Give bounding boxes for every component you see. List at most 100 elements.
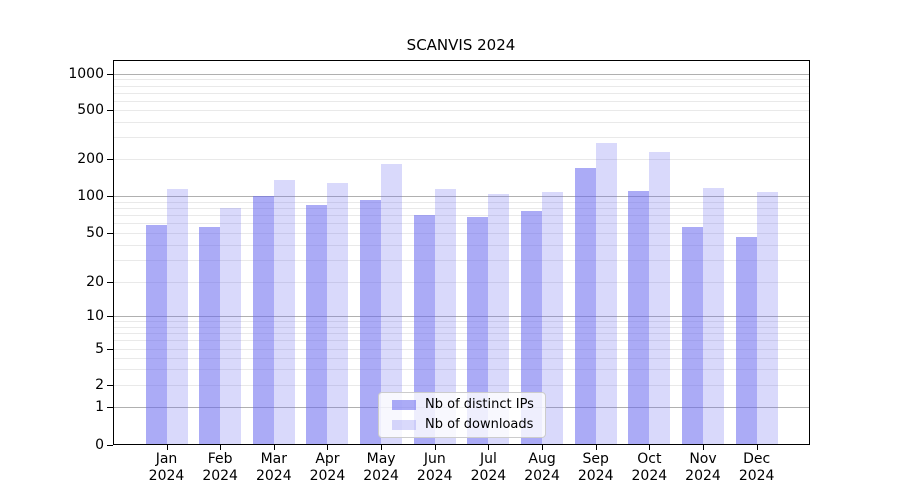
x-tick-mark [166, 445, 168, 450]
x-tick-label: Jan 2024 [135, 451, 199, 485]
y-tick-label: 1 [95, 399, 104, 415]
x-tick-label-year: 2024 [309, 468, 346, 484]
x-tick-mark [756, 445, 758, 450]
x-tick-label-year: 2024 [577, 468, 614, 484]
y-tick-label: 20 [86, 274, 104, 290]
bar-downloads-feb [220, 207, 242, 444]
bar-distinct-ips-dec [735, 237, 757, 444]
x-tick-label-year: 2024 [363, 468, 399, 484]
x-tick-label-month: May [366, 451, 396, 467]
x-tick-label-month: Jul [479, 451, 497, 467]
y-tick-label: 5 [95, 341, 104, 357]
x-tick-label-year: 2024 [470, 468, 507, 484]
y-tick-label: 10 [86, 308, 104, 324]
gridline-minor [114, 260, 809, 262]
bar-distinct-ips-aug [521, 210, 543, 444]
bar-downloads-jun [434, 189, 456, 444]
legend-item-distinct-ips: Nb of distinct IPs [392, 397, 534, 413]
gridline-minor [114, 110, 809, 111]
x-tick-label: Jul 2024 [456, 451, 520, 485]
gridline-minor [114, 201, 809, 203]
x-tick-label: May 2024 [349, 451, 413, 485]
x-tick-label-year: 2024 [255, 468, 292, 484]
x-tick-label: Dec 2024 [725, 451, 789, 485]
y-tick-label: 2 [95, 377, 104, 393]
plot-area [113, 60, 810, 445]
y-tick-label: 1000 [68, 66, 104, 82]
x-tick-label: Oct 2024 [617, 451, 681, 485]
gridline-minor [114, 385, 809, 386]
bar-distinct-ips-jul [467, 217, 489, 444]
x-tick-mark [542, 445, 544, 450]
x-tick-mark [595, 445, 597, 450]
gridline-minor [114, 85, 809, 87]
y-tick-label: 50 [86, 225, 104, 241]
legend-swatch-distinct-ips [392, 400, 416, 410]
bar-distinct-ips-may [360, 199, 382, 444]
x-tick-mark [649, 445, 651, 450]
x-tick-mark [220, 445, 222, 450]
y-tick-mark [107, 385, 113, 386]
legend-label-downloads: Nb of downloads [425, 417, 534, 432]
x-tick-label-month: Dec [743, 451, 771, 467]
gridline-minor [114, 92, 809, 94]
gridline-major [114, 74, 809, 75]
x-tick-label-year: 2024 [148, 468, 185, 484]
gridline-minor [114, 207, 809, 209]
bar-distinct-ips-apr [306, 205, 328, 444]
bar-downloads-nov [703, 187, 724, 444]
gridline-minor [114, 282, 809, 283]
x-tick-label-year: 2024 [738, 468, 775, 484]
bar-downloads-jul [488, 194, 510, 444]
x-tick-label-month: Mar [260, 451, 287, 467]
legend: Nb of distinct IPs Nb of downloads [378, 392, 546, 438]
y-tick-label: 500 [77, 102, 104, 118]
gridline-minor [114, 215, 809, 217]
gridline-minor [114, 321, 809, 323]
y-tick-mark [107, 316, 113, 317]
bar-distinct-ips-mar [252, 196, 274, 444]
y-tick-mark [107, 407, 113, 408]
bar-downloads-dec [756, 191, 778, 444]
x-tick-label-month: Apr [315, 451, 340, 467]
chart-title: SCANVIS 2024 [406, 36, 516, 54]
bar-distinct-ips-feb [199, 226, 221, 444]
y-tick-mark [107, 74, 113, 75]
x-tick-label-month: Sep [582, 451, 609, 467]
gridline-minor [114, 332, 809, 334]
bar-distinct-ips-oct [628, 190, 650, 444]
x-tick-label: Jun 2024 [403, 451, 467, 485]
x-tick-mark [434, 445, 436, 450]
bar-downloads-apr [327, 183, 349, 444]
bar-distinct-ips-jan [145, 225, 167, 444]
y-tick-mark [107, 196, 113, 197]
gridline-minor [114, 340, 809, 342]
bar-downloads-may [381, 164, 403, 444]
x-tick-mark [488, 445, 490, 450]
y-tick-label: 100 [77, 188, 104, 204]
bar-distinct-ips-sep [574, 167, 596, 444]
x-tick-label-year: 2024 [631, 468, 668, 484]
x-tick-mark [273, 445, 275, 450]
bar-distinct-ips-nov [682, 226, 703, 444]
x-tick-label-month: Nov [689, 451, 717, 467]
y-tick-label: 200 [77, 151, 104, 167]
gridline-minor [114, 121, 809, 123]
bar-downloads-mar [273, 179, 295, 444]
gridline-minor [114, 357, 809, 359]
legend-swatch-downloads [392, 420, 416, 430]
y-tick-mark [107, 233, 113, 234]
x-tick-label-year: 2024 [416, 468, 453, 484]
bar-distinct-ips-jun [413, 215, 435, 444]
x-tick-label: Apr 2024 [295, 451, 359, 485]
y-tick-label: 0 [95, 437, 104, 453]
x-tick-label-month: Jun [423, 451, 446, 467]
x-tick-label-month: Aug [528, 451, 556, 467]
gridline-minor [114, 223, 809, 225]
bar-downloads-oct [649, 151, 671, 444]
gridline-major [114, 196, 809, 197]
x-tick-label-month: Oct [637, 451, 662, 467]
x-tick-label: Sep 2024 [564, 451, 628, 485]
x-tick-label: Feb 2024 [188, 451, 252, 485]
gridline-minor [114, 233, 809, 234]
